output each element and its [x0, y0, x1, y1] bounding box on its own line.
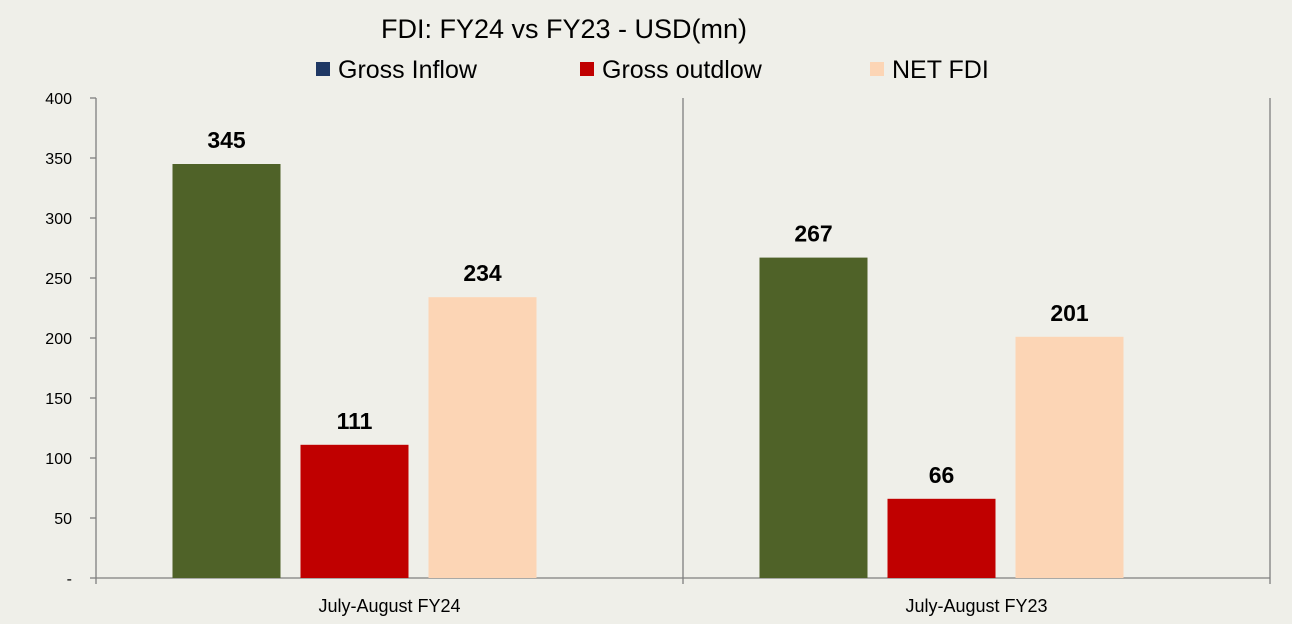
bar-value-label: 111: [337, 408, 373, 434]
bar: [759, 257, 868, 578]
bar-value-label: 201: [1050, 300, 1089, 326]
bar: [428, 297, 537, 578]
legend-swatch: [580, 62, 594, 76]
bars: [172, 164, 1124, 578]
bar-value-label: 66: [929, 462, 955, 488]
chart-title: FDI: FY24 vs FY23 - USD(mn): [381, 14, 747, 44]
bar-value-label: 345: [207, 127, 246, 153]
bar: [887, 498, 996, 578]
x-category-label: July-August FY23: [905, 596, 1047, 616]
y-tick-label: 400: [45, 91, 72, 108]
y-tick-label: 150: [45, 391, 72, 408]
bar: [300, 444, 409, 578]
legend-label: NET FDI: [892, 56, 989, 84]
y-tick-label: 250: [45, 271, 72, 288]
y-tick-label: 50: [54, 511, 72, 528]
x-category-label: July-August FY24: [318, 596, 460, 616]
bar: [1015, 336, 1124, 578]
y-tick-label: 350: [45, 151, 72, 168]
legend-swatch: [870, 62, 884, 76]
legend-label: Gross Inflow: [338, 56, 478, 84]
y-tick-label: 300: [45, 211, 72, 228]
axes: - 50 100 150 200 250 300 350 400 July-August FY24…: [45, 91, 1271, 616]
legend-label: Gross outdlow: [602, 56, 763, 84]
y-tick-label: 100: [45, 451, 72, 468]
bar-value-label: 267: [794, 221, 832, 247]
legend-swatch: [316, 62, 330, 76]
bar-value-label: 234: [463, 260, 502, 286]
y-tick-label: 200: [45, 331, 72, 348]
bar: [172, 164, 281, 578]
data-labels: 345 111 234 267 66 201: [207, 127, 1089, 488]
legend: Gross Inflow Gross outdlow NET FDI: [316, 56, 989, 84]
y-tick-label: -: [67, 571, 72, 588]
